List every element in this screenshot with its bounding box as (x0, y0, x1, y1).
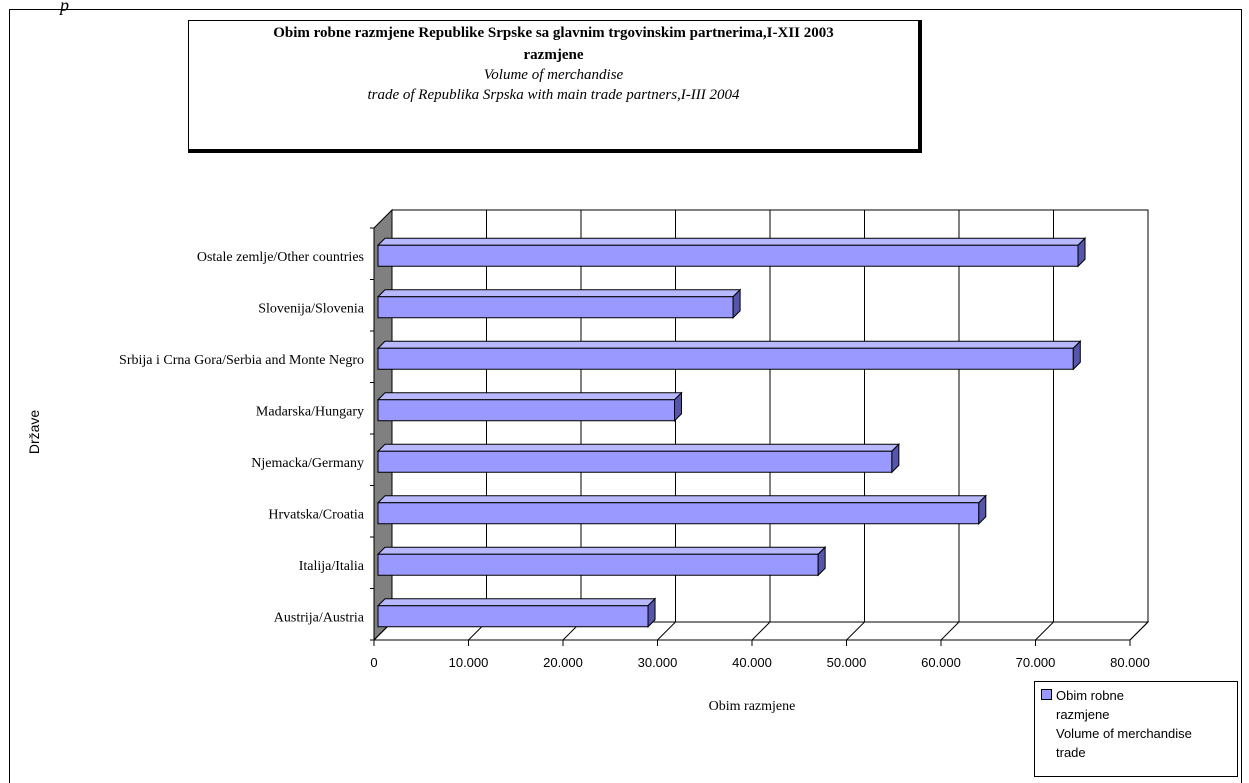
chart-frame (9, 9, 1242, 783)
x-axis-title: Obim razmjene (709, 699, 796, 714)
y-category-label: Slovenija/Slovenia (258, 301, 365, 316)
bar-end (1072, 340, 1081, 371)
y-category-label: Madarska/Hungary (256, 404, 364, 419)
bar-end (978, 494, 987, 525)
legend-swatch (1041, 689, 1052, 700)
x-tick-label: 50.000 (827, 655, 867, 670)
y-category-label: Srbija i Crna Gora/Serbia and Monte Negr… (119, 353, 364, 368)
legend-entry: Obim robne (1041, 686, 1237, 705)
bar-end (647, 597, 656, 628)
y-category-label: Hrvatska/Croatia (268, 507, 364, 522)
legend-label-3: Volume of merchandise (1056, 726, 1192, 741)
x-floor-line (657, 621, 676, 641)
bar (377, 502, 980, 525)
bar (377, 399, 676, 422)
chart-title-box: Obim robne razmjene Republike Srpske sa … (188, 20, 922, 153)
bar (377, 450, 893, 473)
bar-end (891, 443, 900, 474)
bar (377, 605, 649, 628)
x-tick-label: 60.000 (921, 655, 961, 670)
bar-end (817, 546, 826, 577)
x-tick-label: 70.000 (1016, 655, 1056, 670)
x-floor-line (846, 621, 865, 641)
x-tick-label: 80.000 (1110, 655, 1150, 670)
legend-label-1: Obim robne (1056, 688, 1124, 703)
chart-title-line-4: trade of Republika Srpska with main trad… (367, 87, 740, 103)
y-category-label: Ostale zemlje/Other countries (197, 250, 364, 265)
x-floor-line (1035, 621, 1054, 641)
y-category-label: Austrija/Austria (274, 610, 365, 625)
x-tick-label: 10.000 (449, 655, 489, 670)
y-category-label: Italija/Italia (299, 559, 365, 574)
x-floor-line (940, 621, 960, 641)
x-tick-label: 40.000 (732, 655, 772, 670)
x-floor-line (1129, 621, 1149, 641)
bar-top (376, 289, 742, 298)
bar (377, 347, 1074, 370)
bar-top (376, 546, 827, 555)
bar (377, 553, 819, 576)
chart-title-line-3: Volume of merchandise (483, 67, 624, 83)
legend-label-2: razmjene (1056, 707, 1110, 722)
bar (377, 244, 1079, 267)
y-axis-title: Države (26, 410, 42, 455)
bar-end (732, 288, 741, 319)
legend-label-4: trade (1056, 745, 1086, 760)
bar-end (674, 391, 683, 422)
bar (377, 296, 734, 319)
x-floor-line (751, 621, 771, 641)
bar-top (376, 392, 683, 401)
x-tick-label: 0 (370, 655, 377, 670)
corner-text: p (60, 0, 69, 15)
bar-end (1077, 237, 1086, 268)
y-category-label: Njemacka/Germany (251, 456, 364, 471)
bar-top (376, 443, 901, 452)
chart-title-line-1: Obim robne razmjene Republike Srpske sa … (273, 25, 834, 41)
bar-top (376, 495, 988, 504)
legend: Obim robne razmjene Volume of merchandis… (1034, 681, 1238, 777)
bar-top (376, 598, 657, 607)
x-tick-label: 20.000 (543, 655, 583, 670)
bar-top (376, 237, 1087, 246)
bar-top (376, 340, 1082, 349)
x-tick-label: 30.000 (638, 655, 678, 670)
chart-title-line-2: razmjene (523, 47, 584, 63)
